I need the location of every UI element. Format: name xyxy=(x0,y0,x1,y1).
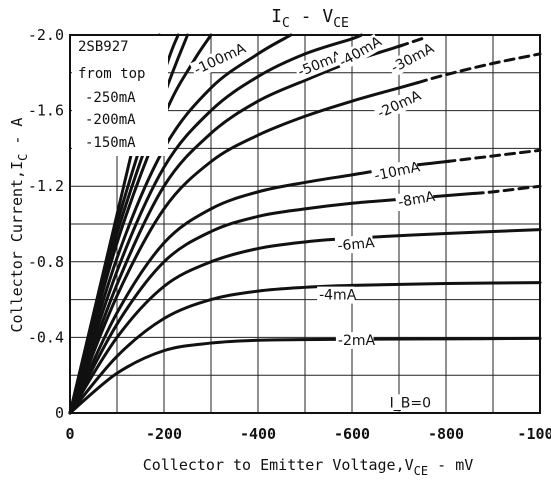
curve-line-dashed xyxy=(444,148,542,164)
curve-label-bg xyxy=(372,87,422,123)
curve-line xyxy=(68,281,542,415)
chart-title-sub: C xyxy=(282,16,290,31)
x-axis-label-main: Collector to Emitter Voltage,V xyxy=(143,456,414,474)
curve-line-dashed xyxy=(472,184,542,195)
y-axis-label-rest: - A xyxy=(8,118,26,154)
curve-label-text: -6mA xyxy=(337,235,376,254)
curve-label: -10mA xyxy=(370,158,422,185)
y-tick-label: -2.0 xyxy=(28,26,64,44)
curve-label: I_B=0 xyxy=(387,394,434,412)
plot-frame xyxy=(69,34,541,414)
legend-entry: -150mA xyxy=(85,135,136,151)
curve-line xyxy=(68,43,404,415)
legend-note-box xyxy=(72,36,168,156)
y-tick-label: -1.6 xyxy=(28,102,64,120)
x-axis-label: Collector to Emitter Voltage,VCE - mV xyxy=(143,456,474,478)
y-tick-label: -0.4 xyxy=(28,328,64,346)
y-axis-label-sub: C xyxy=(16,154,30,161)
curve-line xyxy=(68,336,542,415)
curve-label-bg xyxy=(317,286,355,304)
curve-line xyxy=(68,159,451,415)
y-tick-label: 0 xyxy=(55,404,64,422)
y-axis-label: Collector Current,IC - A xyxy=(8,118,30,333)
curve-label: -6mA xyxy=(334,234,376,255)
curve-line xyxy=(68,191,476,415)
x-tick-label: 0 xyxy=(65,425,74,443)
curve-line-dashed xyxy=(416,52,542,85)
x-tick-label: -200 xyxy=(146,425,182,443)
legend-entry: -250mA xyxy=(85,90,136,106)
legend-heading: from top xyxy=(78,66,145,82)
curve-label-bg xyxy=(189,40,247,80)
curve-label-text: -2mA xyxy=(338,333,376,349)
curve-label-bg xyxy=(334,33,383,72)
curve-label-text: -10mA xyxy=(373,159,422,184)
curve-label-bg xyxy=(334,234,374,255)
curve-label: -2mA xyxy=(335,331,376,349)
curve-label-bg xyxy=(293,48,343,82)
legend-note: 2SB927 from top -250mA -200mA -150mA xyxy=(72,36,168,156)
curve-label-bg xyxy=(394,188,435,212)
curve-line xyxy=(68,81,420,415)
x-tick-label: -800 xyxy=(428,425,464,443)
chart-title-sub2: CE xyxy=(333,16,349,31)
curve-label-bg xyxy=(335,331,374,349)
curve-label: -8mA xyxy=(394,188,437,212)
curve-label-text: I_B=0 xyxy=(390,395,431,411)
chart-title: IC - VCE xyxy=(271,6,349,31)
legend-entry: -200mA xyxy=(85,112,136,128)
y-axis-label-main: Collector Current,I xyxy=(8,161,26,333)
curve-labels: -100mA -50mA-40mA -30mA-20mA-10mA-8mA-6mA-… xyxy=(189,33,437,412)
curve-label-bg xyxy=(387,394,434,412)
x-axis-label-sub: CE xyxy=(414,464,428,478)
x-tick-label: -600 xyxy=(334,425,370,443)
x-axis-label-rest: - mV xyxy=(428,456,473,474)
x-tick-label: -400 xyxy=(240,425,276,443)
y-tick-label: -0.8 xyxy=(28,253,64,271)
axes xyxy=(69,34,541,414)
curve-label-bg xyxy=(370,158,420,185)
chart-title-main: I xyxy=(271,6,282,27)
curve-line-dashed xyxy=(397,35,429,48)
curve-label: -30mA xyxy=(386,40,437,78)
y-tick-label: -1.2 xyxy=(28,177,64,195)
legend-part-no: 2SB927 xyxy=(78,39,129,55)
curve-label-text: -8mA xyxy=(397,189,437,211)
chart-title-rest: - V xyxy=(290,6,334,27)
curve-label-text: -4mA xyxy=(319,288,357,304)
curve-line xyxy=(68,228,542,415)
curve-line xyxy=(68,33,363,415)
curve-label: -4mA xyxy=(317,286,357,304)
curve-label-bg xyxy=(386,40,436,78)
